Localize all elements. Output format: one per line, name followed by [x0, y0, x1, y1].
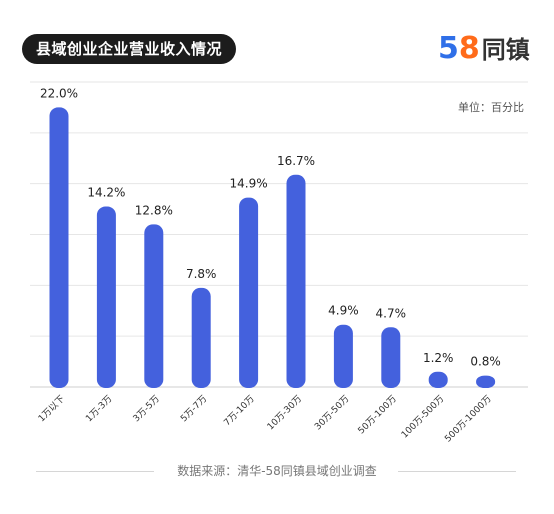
bar	[96, 206, 116, 388]
bar	[239, 197, 259, 388]
x-tick-label: 500万-1000万	[443, 394, 493, 444]
bar	[49, 107, 69, 389]
x-tick-label: 1万以下	[37, 394, 67, 424]
data-label: 12.8%	[135, 203, 173, 217]
brand-logo: 58同镇	[438, 30, 530, 66]
x-tick-label: 3万-5万	[132, 394, 162, 424]
x-tick-label: 7万-10万	[222, 394, 256, 428]
brand-name: 同镇	[481, 36, 530, 64]
x-tick-label: 1万-3万	[84, 394, 114, 424]
x-tick-label: 5万-7万	[179, 394, 209, 424]
bar	[381, 327, 401, 388]
bar	[428, 371, 448, 388]
bar	[191, 287, 211, 388]
bar	[476, 375, 496, 388]
brand-digit-five: 5	[438, 31, 459, 66]
data-label: 14.2%	[87, 186, 125, 200]
data-label: 4.9%	[328, 304, 359, 318]
x-tick-label: 50万-100万	[357, 394, 399, 436]
footer-divider-left	[36, 471, 154, 472]
data-label: 7.8%	[186, 267, 217, 281]
bar	[286, 174, 306, 388]
data-label: 22.0%	[40, 86, 78, 100]
x-tick-label: 10万-30万	[266, 394, 304, 432]
data-label: 1.2%	[423, 351, 454, 365]
data-label: 16.7%	[277, 154, 315, 168]
data-label: 0.8%	[470, 355, 501, 369]
data-label: 14.9%	[230, 177, 268, 191]
x-tick-label: 30万-50万	[313, 394, 351, 432]
x-tick-label: 100万-500万	[400, 394, 446, 440]
data-source-note: 数据来源：清华-58同镇县域创业调查	[177, 464, 377, 478]
brand-digit-eight: 8	[458, 31, 480, 66]
unit-label: 单位：百分比	[458, 101, 524, 114]
bar	[144, 224, 164, 388]
chart-title: 县域创业企业营业收入情况	[22, 34, 237, 64]
bar	[333, 324, 353, 388]
data-label: 4.7%	[376, 306, 407, 320]
footer-divider-right	[398, 471, 516, 472]
